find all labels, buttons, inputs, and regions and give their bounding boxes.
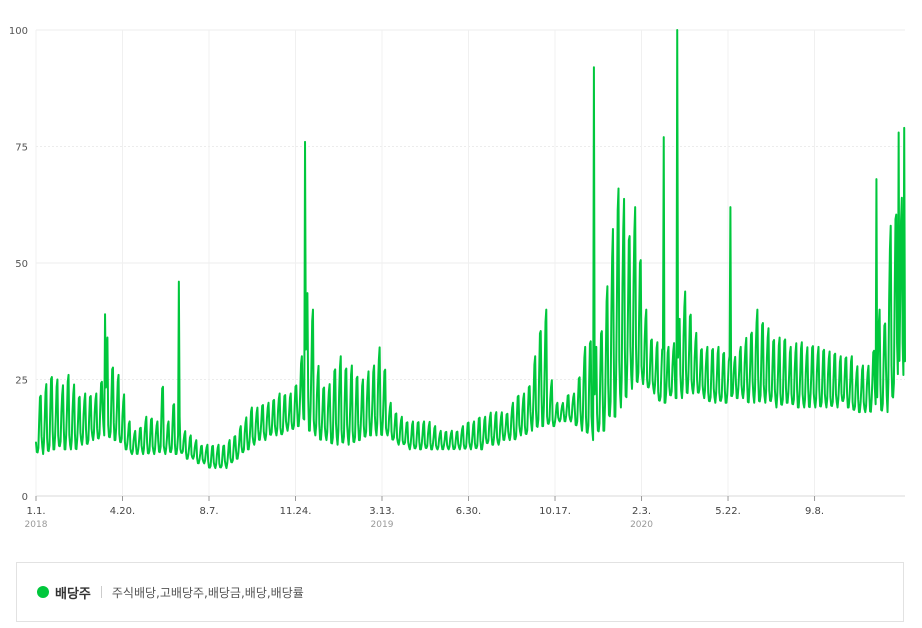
- x-tick-label: 4.20.: [110, 506, 135, 517]
- x-tick-label: 10.17.: [539, 506, 571, 517]
- legend-separator: [100, 586, 102, 598]
- trend-line-chart: 0 25 50 75 100 1.1. 2018 4.20. 8.7. 11.24. 3.13. 2…: [9, 26, 906, 530]
- y-tick-label: 0: [22, 492, 28, 503]
- x-axis-ticks: 1.1. 2018 4.20. 8.7. 11.24. 3.13. 2019 6.30. 10.…: [25, 496, 824, 530]
- y-tick-label: 25: [15, 376, 28, 387]
- x-tick-label: 9.8.: [805, 506, 824, 517]
- x-tick-year-label: 2020: [630, 520, 653, 530]
- x-tick-label: 6.30.: [456, 506, 481, 517]
- x-tick-label: 8.7.: [199, 506, 218, 517]
- y-tick-label: 75: [15, 143, 28, 154]
- x-tick-year-label: 2018: [25, 520, 48, 530]
- y-tick-label: 50: [15, 259, 28, 270]
- chart-grid: [35, 29, 905, 497]
- x-tick-label: 2.3.: [632, 506, 651, 517]
- y-axis-ticks: 0 25 50 75 100: [9, 26, 28, 503]
- series-line-dividend-stocks: [35, 29, 906, 470]
- x-tick-label: 3.13.: [369, 506, 394, 517]
- x-tick-label: 11.24.: [280, 506, 312, 517]
- legend-series-name: 배당주: [55, 586, 91, 602]
- legend-box: 배당주 주식배당,고배당주,배당금,배당,배당률: [16, 562, 904, 622]
- y-tick-label: 100: [9, 26, 28, 37]
- legend-keywords: 주식배당,고배당주,배당금,배당,배당률: [111, 585, 304, 600]
- x-tick-year-label: 2019: [371, 520, 394, 530]
- x-tick-label: 5.22.: [715, 506, 740, 517]
- x-tick-label: 1.1.: [26, 506, 45, 517]
- series-color-dot: [37, 586, 49, 598]
